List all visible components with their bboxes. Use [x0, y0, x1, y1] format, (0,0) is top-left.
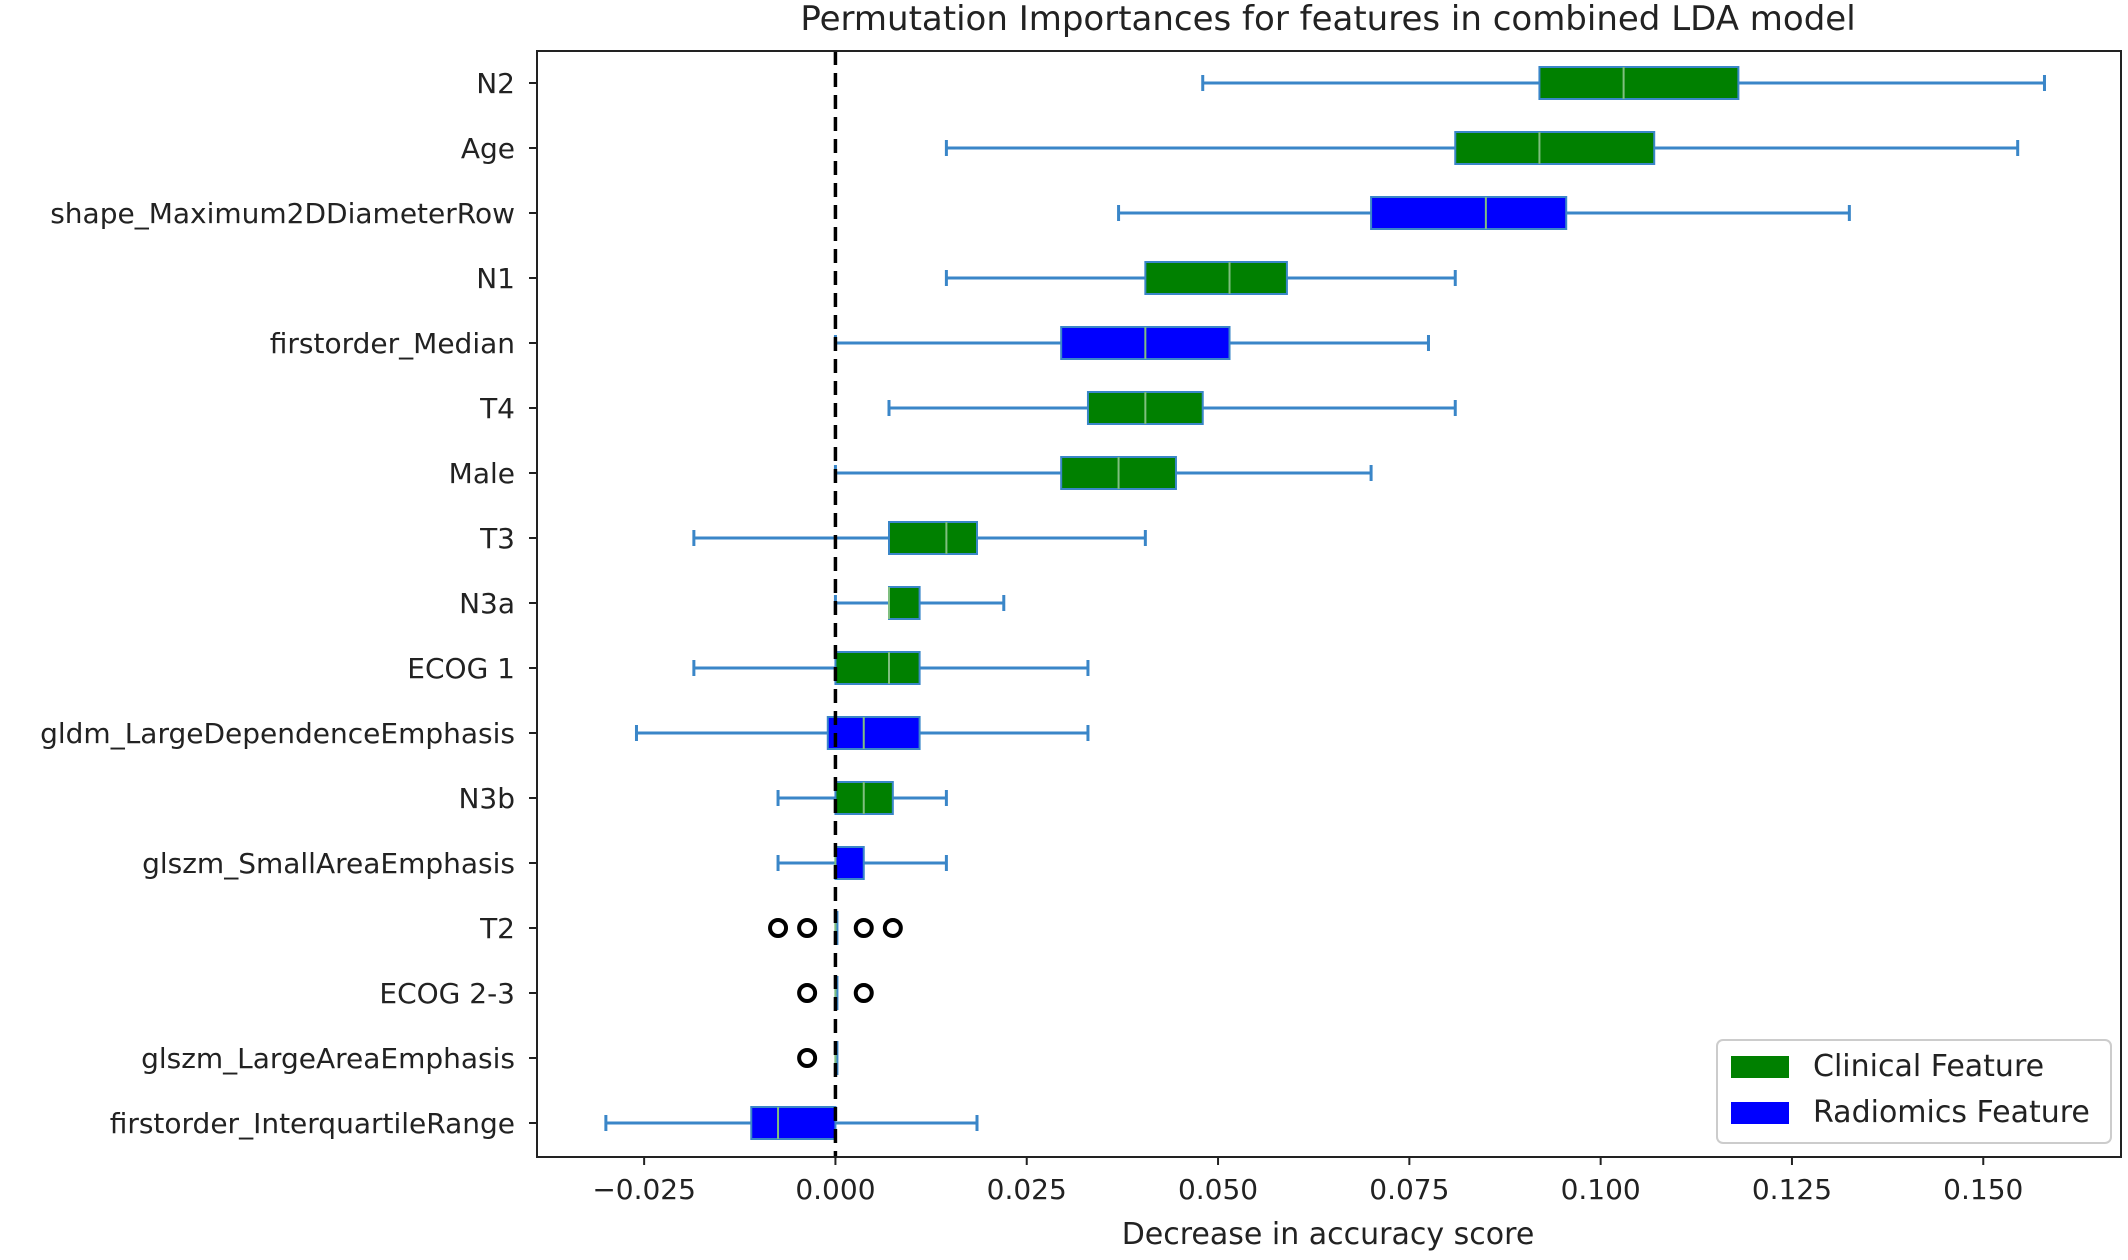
box-row	[944, 261, 1457, 295]
legend-swatch	[1731, 1102, 1789, 1124]
x-tick-label: 0.025	[987, 1173, 1067, 1206]
box-row	[692, 651, 1090, 685]
box-row	[944, 131, 2020, 165]
box-row	[1201, 66, 2046, 100]
box-row	[634, 716, 1090, 750]
legend-label: Clinical Feature	[1813, 1049, 2044, 1084]
box-row	[776, 846, 948, 880]
box-row	[833, 456, 1373, 490]
box	[834, 846, 865, 880]
x-tick-label: 0.100	[1561, 1173, 1641, 1206]
box-row	[1117, 196, 1851, 230]
plot-frame	[536, 50, 2122, 1158]
x-tick-label: 0.150	[1943, 1173, 2023, 1206]
y-tick-label: firstorder_Median	[270, 327, 515, 360]
box	[826, 716, 921, 750]
y-axis: N2 Age shape_Maximum2DDiameterRow N1 firstor…	[40, 67, 537, 1140]
legend: Clinical Feature Radiomics Feature	[1716, 1039, 2112, 1144]
y-tick-label: T3	[479, 522, 515, 555]
y-tick-label: glszm_LargeAreaEmphasis	[141, 1042, 515, 1075]
outlier-point	[797, 918, 818, 938]
y-tick-label: N3b	[458, 782, 515, 815]
legend-label: Radiomics Feature	[1813, 1095, 2090, 1130]
box	[1144, 261, 1288, 295]
y-tick-label: T2	[479, 912, 515, 945]
y-tick-label: T4	[479, 392, 515, 425]
box-row	[797, 1041, 839, 1075]
outlier-point	[768, 918, 789, 938]
box	[1538, 66, 1740, 100]
outlier-point	[853, 983, 874, 1003]
y-tick-label: N1	[476, 262, 515, 295]
x-tick-label: −0.025	[592, 1173, 696, 1206]
y-tick-label: N2	[476, 67, 515, 100]
y-tick-label: N3a	[459, 587, 515, 620]
x-axis: −0.025 0.000 0.025 0.050 0.075 0.100 0.125 0.15…	[592, 1157, 2023, 1206]
outlier-point	[797, 983, 818, 1003]
box-row	[833, 586, 1006, 620]
outlier-point	[882, 918, 903, 938]
y-tick-label: ECOG 1	[407, 652, 515, 685]
box-row	[887, 391, 1457, 425]
outlier-point	[797, 1048, 818, 1068]
y-tick-label: firstorder_InterquartileRange	[110, 1107, 515, 1140]
box	[1370, 196, 1568, 230]
y-tick-label: glszm_SmallAreaEmphasis	[142, 847, 515, 880]
box	[888, 521, 978, 555]
box	[1454, 131, 1656, 165]
box	[834, 651, 921, 685]
y-tick-label: Age	[461, 132, 515, 165]
x-axis-title: Decrease in accuracy score	[1122, 1217, 1535, 1252]
box-row	[776, 781, 948, 815]
x-tick-label: 0.125	[1752, 1173, 1832, 1206]
x-tick-label: 0.050	[1178, 1173, 1258, 1206]
x-tick-label: 0.000	[795, 1173, 875, 1206]
box-row	[692, 521, 1147, 555]
chart-title: Permutation Importances for features in …	[800, 0, 1855, 39]
box-row	[833, 326, 1430, 360]
y-tick-label: gldm_LargeDependenceEmphasis	[40, 717, 515, 750]
marks-layer	[604, 51, 2046, 1157]
y-tick-label: ECOG 2-3	[379, 977, 515, 1010]
legend-frame	[1716, 1039, 2112, 1144]
legend-swatch	[1731, 1056, 1789, 1078]
x-tick-label: 0.075	[1369, 1173, 1449, 1206]
y-tick-label: shape_Maximum2DDiameterRow	[50, 197, 515, 230]
y-tick-label: Male	[449, 457, 515, 490]
outlier-point	[853, 918, 874, 938]
box	[750, 1106, 837, 1140]
box-row	[604, 1106, 979, 1140]
box	[888, 586, 921, 620]
